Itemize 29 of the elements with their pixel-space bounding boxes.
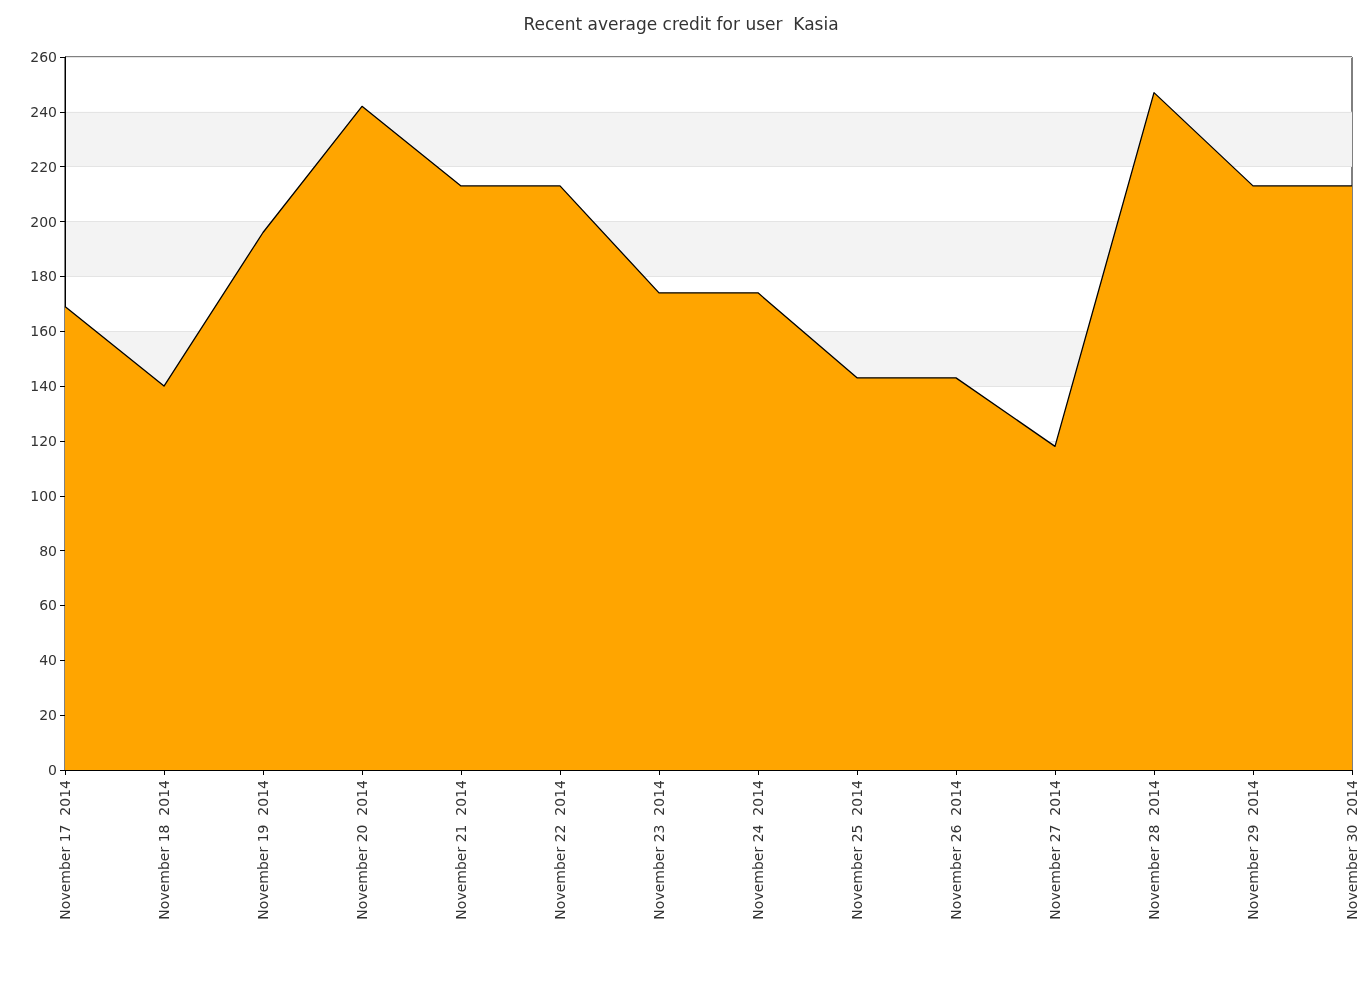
x-tick-label: November 22 2014 — [552, 779, 568, 920]
y-tick-label: 40 — [39, 652, 57, 669]
y-tick-label: 80 — [39, 542, 57, 559]
x-tick-label: November 29 2014 — [1245, 779, 1261, 920]
x-tick-label: November 26 2014 — [948, 779, 964, 920]
y-tick-label: 160 — [30, 323, 57, 340]
y-tick-label: 0 — [48, 762, 57, 778]
x-tick-label: November 23 2014 — [651, 779, 667, 920]
x-tick-label: November 18 2014 — [156, 779, 172, 920]
y-tick-label: 220 — [30, 158, 57, 175]
x-tick-label: November 19 2014 — [255, 779, 271, 920]
x-tick-label: November 24 2014 — [750, 779, 766, 920]
y-tick-label: 100 — [30, 487, 57, 504]
x-tick-label: November 20 2014 — [354, 779, 370, 920]
y-tick-label: 120 — [30, 432, 57, 449]
y-tick-label: 140 — [30, 378, 57, 395]
y-tick-label: 200 — [30, 213, 57, 230]
y-tick-label: 260 — [30, 49, 57, 65]
x-tick-label: November 17 2014 — [57, 779, 73, 920]
x-tick-label: November 21 2014 — [453, 779, 469, 920]
x-tick-label: November 28 2014 — [1146, 779, 1162, 920]
y-tick-label: 240 — [30, 103, 57, 120]
y-tick-label: 180 — [30, 268, 57, 285]
x-tick-label: November 27 2014 — [1047, 779, 1063, 920]
y-tick-label: 60 — [39, 597, 57, 614]
x-tick-label: November 25 2014 — [849, 779, 865, 920]
y-tick-label: 20 — [39, 707, 57, 724]
chart-title: Recent average credit for user Kasia — [523, 13, 839, 34]
x-tick-label: November 30 2014 — [1344, 779, 1360, 920]
